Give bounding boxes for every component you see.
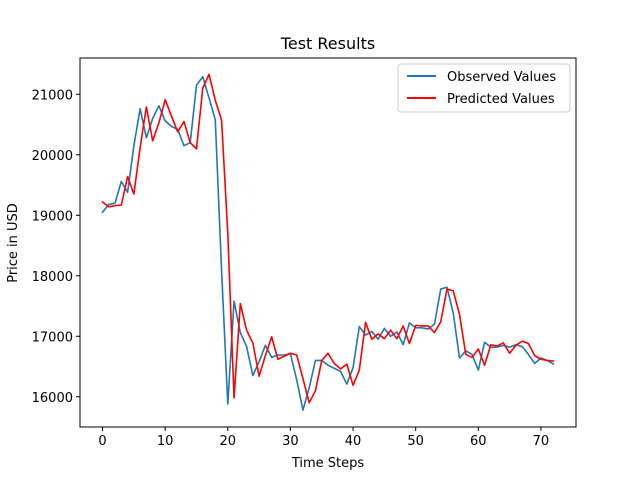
x-tick-label: 70 <box>533 434 550 449</box>
series-line-predicted <box>101 73 555 404</box>
x-tick-label: 0 <box>98 434 106 449</box>
y-tick-label: 20000 <box>32 149 73 164</box>
legend-label-predicted: Predicted Values <box>447 92 555 107</box>
legend-frame <box>397 63 571 113</box>
y-axis-title: Price in USD <box>6 203 21 283</box>
x-tick-label: 40 <box>345 434 362 449</box>
y-tick-label: 16000 <box>32 391 73 406</box>
y-tick-label: 17000 <box>32 330 73 345</box>
chart-title: Test Results <box>280 34 375 53</box>
x-axis: 0 10 20 30 40 50 60 70 <box>98 427 549 449</box>
y-tick-label: 18000 <box>32 270 73 285</box>
series-layer <box>101 73 555 411</box>
x-tick-label: 50 <box>407 434 424 449</box>
y-axis: 16000 17000 18000 19000 20000 21000 <box>32 88 80 406</box>
x-tick-label: 60 <box>470 434 487 449</box>
x-tick-label: 10 <box>157 434 174 449</box>
plot-frame <box>79 57 577 428</box>
legend: Observed Values Predicted Values <box>397 63 571 113</box>
y-tick-label: 19000 <box>32 209 73 224</box>
x-tick-label: 30 <box>282 434 299 449</box>
y-tick-label: 21000 <box>32 88 73 103</box>
legend-label-observed: Observed Values <box>447 70 556 85</box>
x-tick-label: 20 <box>220 434 237 449</box>
x-axis-title: Time Steps <box>291 456 365 471</box>
series-line-observed <box>101 75 555 411</box>
